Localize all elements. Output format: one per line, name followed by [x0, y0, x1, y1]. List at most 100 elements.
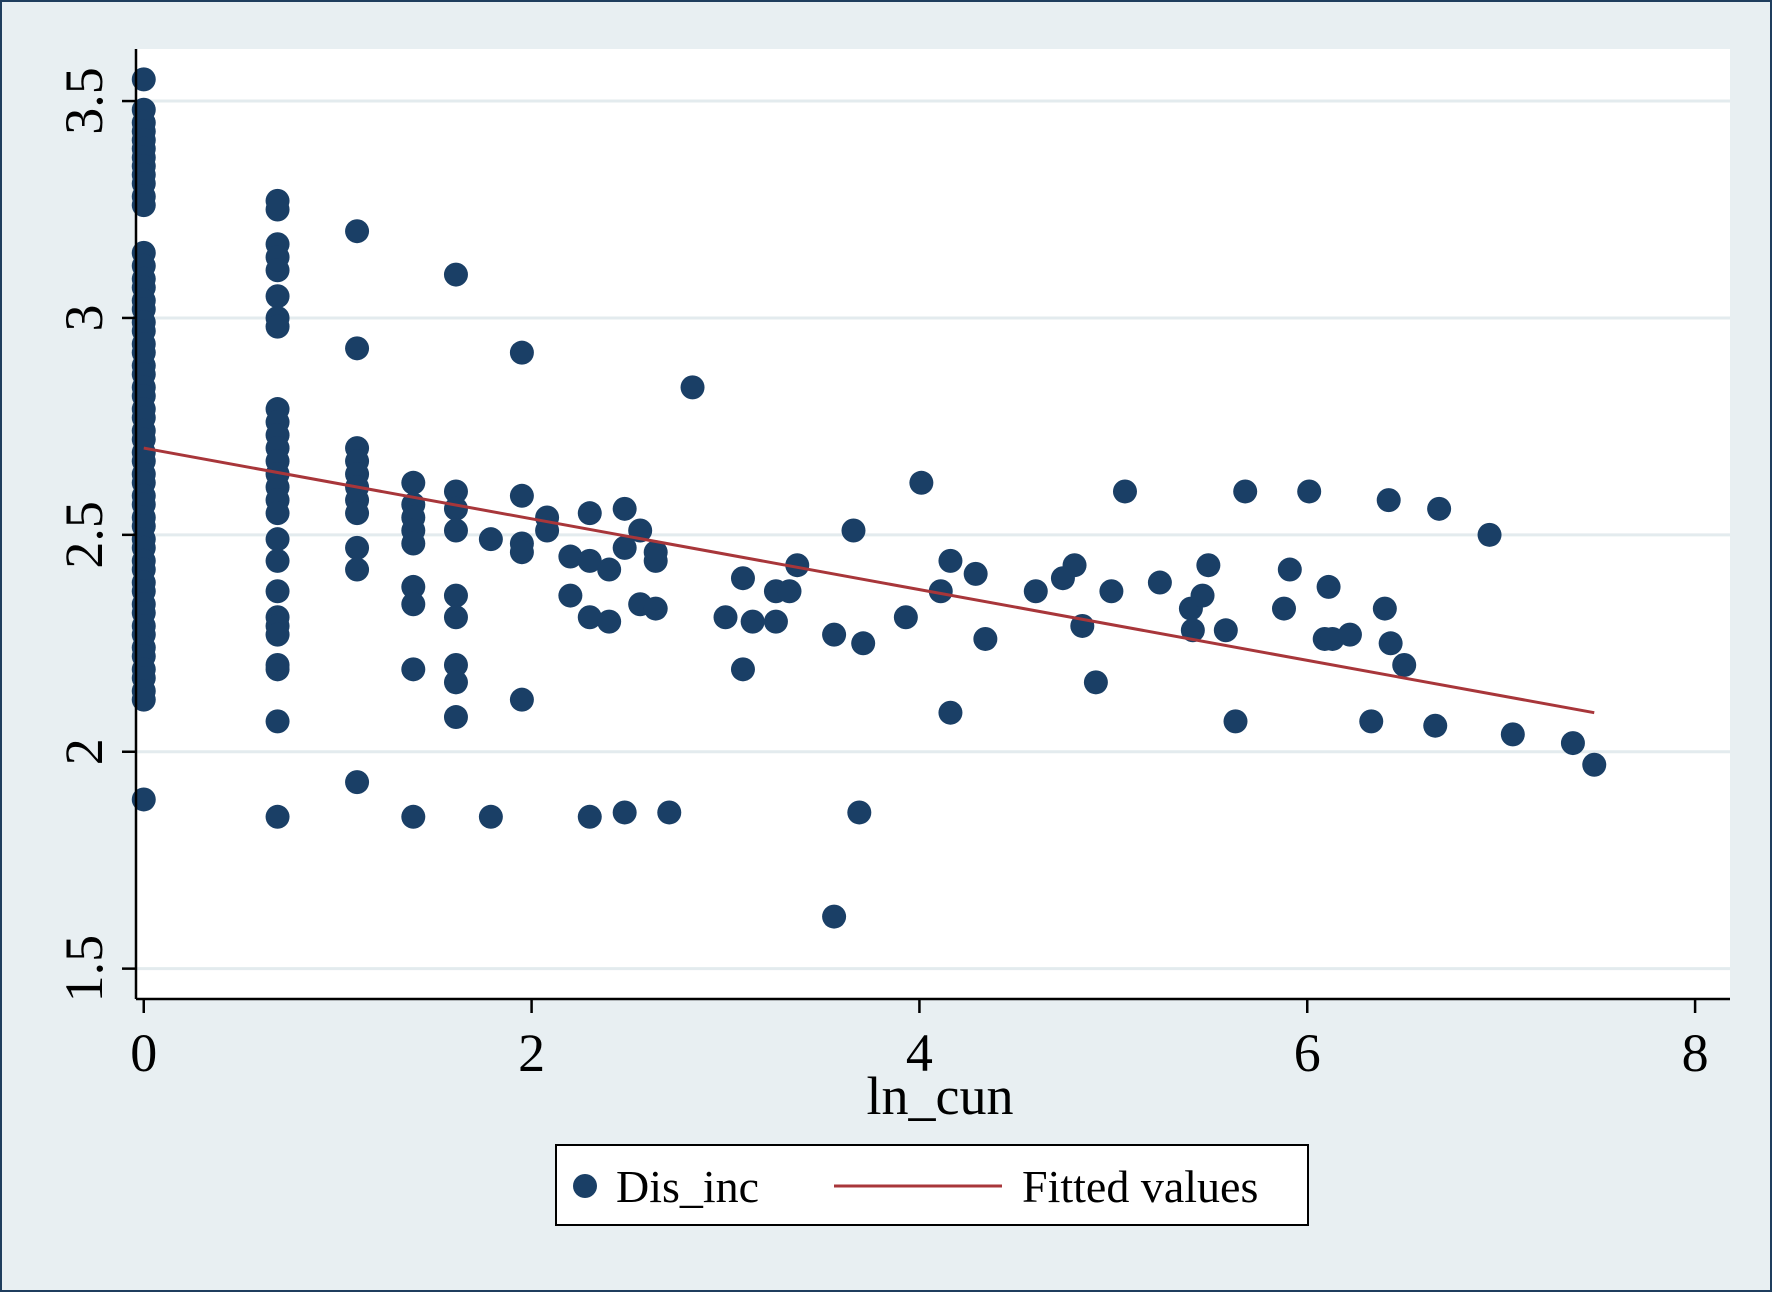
data-point	[345, 535, 370, 560]
data-point	[1180, 618, 1205, 643]
data-point	[265, 501, 290, 526]
gridlines	[136, 99, 1730, 971]
data-point	[265, 527, 290, 552]
data-point	[777, 579, 802, 604]
data-point	[1271, 596, 1296, 621]
data-point	[1297, 479, 1322, 504]
data-point	[713, 605, 738, 630]
data-point	[443, 262, 468, 287]
data-point	[963, 561, 988, 586]
data-point	[265, 622, 290, 647]
x-tick-label: 2	[518, 1023, 545, 1083]
data-point	[822, 622, 847, 647]
data-point	[938, 700, 963, 725]
data-point	[893, 605, 918, 630]
data-point	[1376, 488, 1401, 513]
data-point	[1190, 583, 1215, 608]
data-point	[1223, 709, 1248, 734]
y-ticks: 1.5 2 2.5 3 3.5	[54, 67, 136, 1002]
data-point	[1277, 557, 1302, 582]
data-point	[509, 540, 534, 565]
scatter-points	[131, 67, 1607, 929]
legend: Dis_inc Fitted values	[555, 1144, 1309, 1226]
data-point	[740, 609, 765, 634]
data-point	[401, 531, 426, 556]
data-point	[785, 553, 810, 578]
data-point	[443, 705, 468, 730]
data-point	[131, 687, 156, 712]
data-point	[401, 574, 426, 599]
data-point	[345, 770, 370, 795]
fitted-line	[143, 446, 1595, 715]
data-point	[443, 605, 468, 630]
data-point	[345, 557, 370, 582]
data-point	[443, 496, 468, 521]
x-tick-label: 0	[130, 1023, 157, 1083]
data-point	[1147, 570, 1172, 595]
data-point	[265, 197, 290, 222]
data-point	[443, 479, 468, 504]
data-point	[509, 483, 534, 508]
data-point	[443, 652, 468, 677]
data-point	[131, 67, 156, 92]
data-point	[443, 518, 468, 543]
data-point	[535, 518, 560, 543]
data-point	[478, 527, 503, 552]
data-point	[558, 544, 583, 569]
data-point	[265, 258, 290, 283]
data-point	[1427, 496, 1452, 521]
y-tick-label: 2	[54, 738, 114, 765]
data-point	[577, 501, 602, 526]
y-tick-label: 3.5	[54, 67, 114, 135]
data-point	[730, 566, 755, 591]
data-point	[577, 548, 602, 573]
data-point	[973, 626, 998, 651]
data-point	[1359, 709, 1384, 734]
data-point	[401, 657, 426, 682]
data-point	[443, 670, 468, 695]
data-point	[1316, 574, 1341, 599]
data-point	[401, 470, 426, 495]
data-point	[1062, 553, 1087, 578]
data-point	[265, 548, 290, 573]
data-point	[577, 605, 602, 630]
y-tick-label: 2.5	[54, 501, 114, 569]
data-point	[1423, 713, 1448, 738]
data-point	[1477, 522, 1502, 547]
data-point	[345, 501, 370, 526]
data-point	[509, 340, 534, 365]
data-point	[1392, 652, 1417, 677]
data-point	[597, 609, 622, 634]
data-point	[1582, 752, 1607, 777]
x-axis-title: ln_cun	[867, 1066, 1014, 1126]
data-point	[841, 518, 866, 543]
y-tick-label: 3	[54, 304, 114, 331]
x-tick-label: 4	[906, 1023, 933, 1083]
x-ticks: 0 2 4 6 8	[130, 999, 1709, 1083]
plot-background	[136, 49, 1730, 999]
data-point	[1372, 596, 1397, 621]
data-point	[1023, 579, 1048, 604]
legend-marker-dis-inc	[573, 1174, 597, 1198]
data-point	[643, 548, 668, 573]
data-point	[612, 535, 637, 560]
data-point	[612, 496, 637, 521]
data-point	[265, 657, 290, 682]
data-point	[1378, 631, 1403, 656]
data-point	[131, 193, 156, 218]
data-point	[822, 904, 847, 929]
data-point	[265, 579, 290, 604]
data-point	[265, 709, 290, 734]
data-point	[265, 804, 290, 829]
data-point	[265, 284, 290, 309]
data-point	[1233, 479, 1258, 504]
data-point	[909, 470, 934, 495]
data-point	[478, 804, 503, 829]
data-point	[1099, 579, 1124, 604]
data-point	[1560, 731, 1585, 756]
data-point	[577, 804, 602, 829]
data-point	[131, 787, 156, 812]
y-tick-label: 1.5	[54, 935, 114, 1003]
data-point	[345, 336, 370, 361]
